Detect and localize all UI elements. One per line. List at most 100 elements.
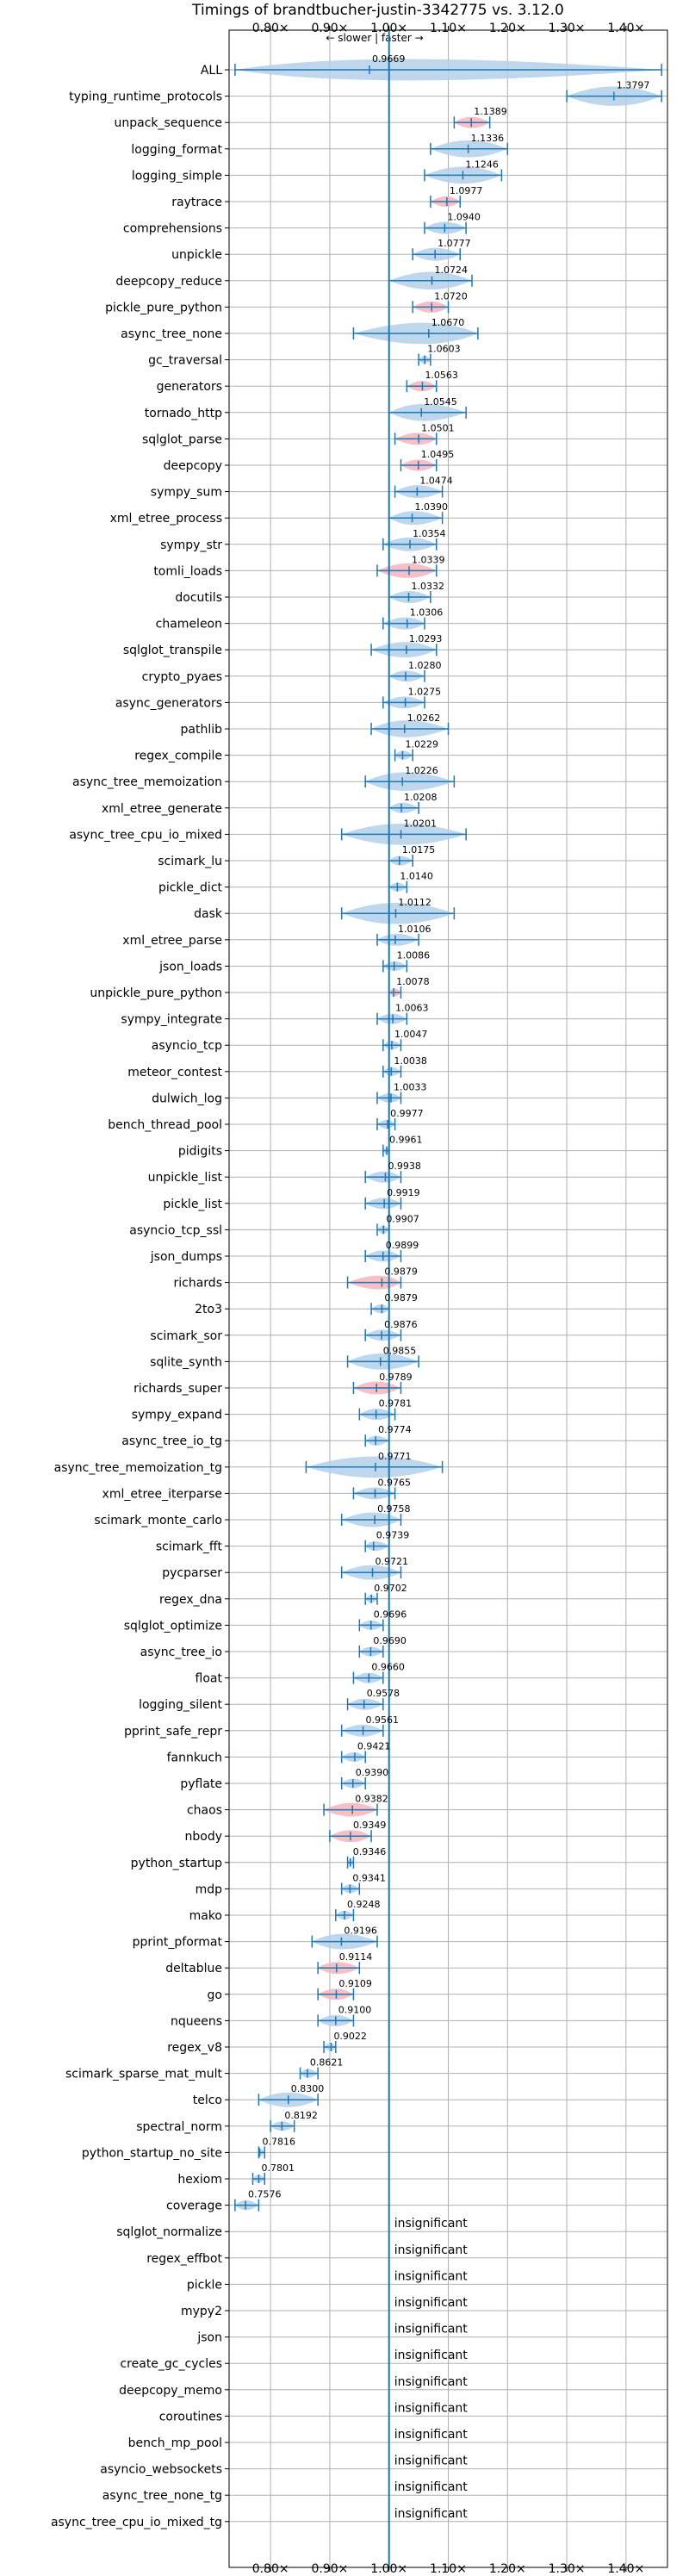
benchmark-label: sympy_sum [151, 486, 222, 500]
value-label: 1.0078 [396, 976, 430, 987]
benchmark-label: pickle_pure_python [105, 301, 222, 314]
benchmark-label: fannkuch [167, 1751, 222, 1764]
benchmark-label: ALL [201, 64, 222, 78]
benchmark-label: nbody [185, 1830, 223, 1844]
benchmark-label: asyncio_websockets [100, 2463, 222, 2477]
benchmark-label: chaos [187, 1804, 222, 1818]
value-label: 0.9721 [376, 1556, 409, 1567]
x-tick-label-top: 1.20× [489, 22, 526, 35]
value-label: 1.0208 [404, 792, 438, 803]
benchmark-label: richards_super [133, 1382, 222, 1396]
benchmark-label: dask [194, 907, 223, 921]
benchmark-label: bench_mp_pool [128, 2436, 222, 2450]
value-label: 1.0306 [410, 607, 443, 619]
x-tick-label-bottom: 0.80× [252, 2562, 289, 2576]
value-label: 0.9774 [378, 1424, 412, 1435]
benchmark-label: asyncio_tcp [152, 1039, 222, 1053]
value-label: 0.9346 [353, 1846, 387, 1857]
value-label: 0.8192 [284, 2110, 318, 2121]
benchmark-label: unpickle_pure_python [90, 986, 222, 1000]
insignificant-label: insignificant [394, 2269, 469, 2283]
value-label: 1.0280 [408, 660, 442, 671]
benchmark-label: async_tree_cpu_io_mixed_tg [51, 2516, 222, 2529]
benchmark-label: regex_compile [134, 750, 222, 763]
benchmark-label: async_generators [115, 696, 222, 710]
value-label: 1.0724 [435, 264, 469, 276]
benchmark-label: sympy_expand [132, 1409, 222, 1422]
x-tick-label-bottom: 1.40× [607, 2562, 644, 2576]
benchmark-label: async_tree_cpu_io_mixed [69, 828, 222, 842]
benchmark-label: json_loads [158, 960, 222, 974]
value-label: 0.8621 [310, 2057, 344, 2069]
value-label: 1.0545 [424, 396, 457, 408]
benchmark-label: deepcopy_reduce [115, 275, 222, 289]
value-label: 1.0720 [434, 290, 468, 302]
benchmark-label: nqueens [171, 2014, 222, 2028]
benchmark-label: async_tree_memoization [72, 775, 222, 789]
value-label: 1.1389 [474, 106, 507, 117]
x-tick-label-bottom: 1.10× [430, 2562, 467, 2576]
benchmark-label: coverage [166, 2200, 222, 2213]
x-tick-label-bottom: 0.90× [311, 2562, 348, 2576]
value-label: 1.0940 [447, 212, 481, 223]
value-label: 1.1336 [471, 133, 505, 144]
value-label: 0.9109 [338, 1978, 372, 1989]
value-label: 0.9421 [357, 1740, 391, 1752]
benchmark-label: pickle_dict [158, 881, 223, 895]
benchmark-label: mdp [196, 1882, 223, 1896]
benchmark-label: deltablue [165, 1962, 222, 1976]
benchmark-label: create_gc_cycles [120, 2357, 222, 2371]
x-tick-label-top: 0.90× [311, 22, 348, 35]
value-label: 0.9919 [387, 1187, 420, 1198]
value-label: 1.0086 [397, 949, 431, 961]
insignificant-label: insignificant [394, 2217, 469, 2231]
value-label: 0.8300 [291, 2083, 325, 2094]
benchmark-label: meteor_contest [127, 1066, 222, 1080]
value-label: 1.0175 [402, 844, 436, 856]
value-label: 1.0038 [394, 1055, 427, 1067]
benchmark-label: sympy_str [160, 538, 222, 552]
insignificant-label: insignificant [394, 2375, 469, 2389]
value-label: 0.9758 [377, 1503, 411, 1515]
value-label: 1.0563 [425, 370, 458, 381]
value-label: 1.0354 [413, 528, 446, 539]
value-label: 0.9765 [378, 1477, 412, 1488]
value-label: 1.0063 [395, 1003, 429, 1014]
value-label: 0.9341 [352, 1872, 386, 1883]
value-label: 0.9739 [376, 1530, 410, 1541]
benchmark-label: sqlglot_transpile [123, 644, 222, 657]
benchmark-label: sqlglot_normalize [116, 2225, 222, 2239]
benchmark-label: sympy_integrate [121, 1013, 222, 1027]
benchmark-label: xml_etree_iterparse [102, 1487, 222, 1501]
insignificant-label: insignificant [394, 2349, 469, 2362]
benchmark-label: scimark_sor [150, 1329, 222, 1343]
benchmark-label: richards [174, 1277, 223, 1291]
benchmark-label: unpickle [171, 248, 222, 262]
value-label: 1.0106 [398, 924, 431, 935]
benchmark-label: regex_dna [159, 1593, 222, 1607]
value-label: 1.0047 [394, 1029, 428, 1040]
benchmark-label: pidigits [178, 1145, 222, 1159]
value-label: 0.9690 [373, 1635, 407, 1646]
benchmark-label: sqlglot_parse [142, 432, 222, 446]
value-label: 0.9702 [374, 1583, 407, 1594]
benchmark-label: mypy2 [181, 2305, 222, 2318]
benchmark-label: scimark_fft [156, 1540, 223, 1554]
value-label: 0.9781 [379, 1398, 413, 1409]
value-label: 0.9879 [384, 1292, 418, 1304]
value-label: 1.0332 [412, 581, 445, 592]
value-label: 1.3797 [617, 80, 650, 91]
value-label: 0.9899 [386, 1240, 419, 1251]
benchmark-label: sqlite_synth [150, 1355, 222, 1369]
value-label: 0.9696 [374, 1608, 407, 1620]
value-label: 0.9876 [384, 1319, 418, 1330]
direction-label: ← slower | faster → [326, 32, 423, 44]
insignificant-label: insignificant [394, 2243, 469, 2257]
value-label: 1.0339 [412, 554, 445, 565]
value-label: 1.0033 [394, 1081, 427, 1092]
benchmark-label: pickle_list [163, 1198, 222, 1211]
value-label: 0.7576 [248, 2189, 282, 2200]
benchmark-label: python_startup_no_site [82, 2146, 222, 2160]
benchmark-label: pycparser [162, 1566, 222, 1580]
